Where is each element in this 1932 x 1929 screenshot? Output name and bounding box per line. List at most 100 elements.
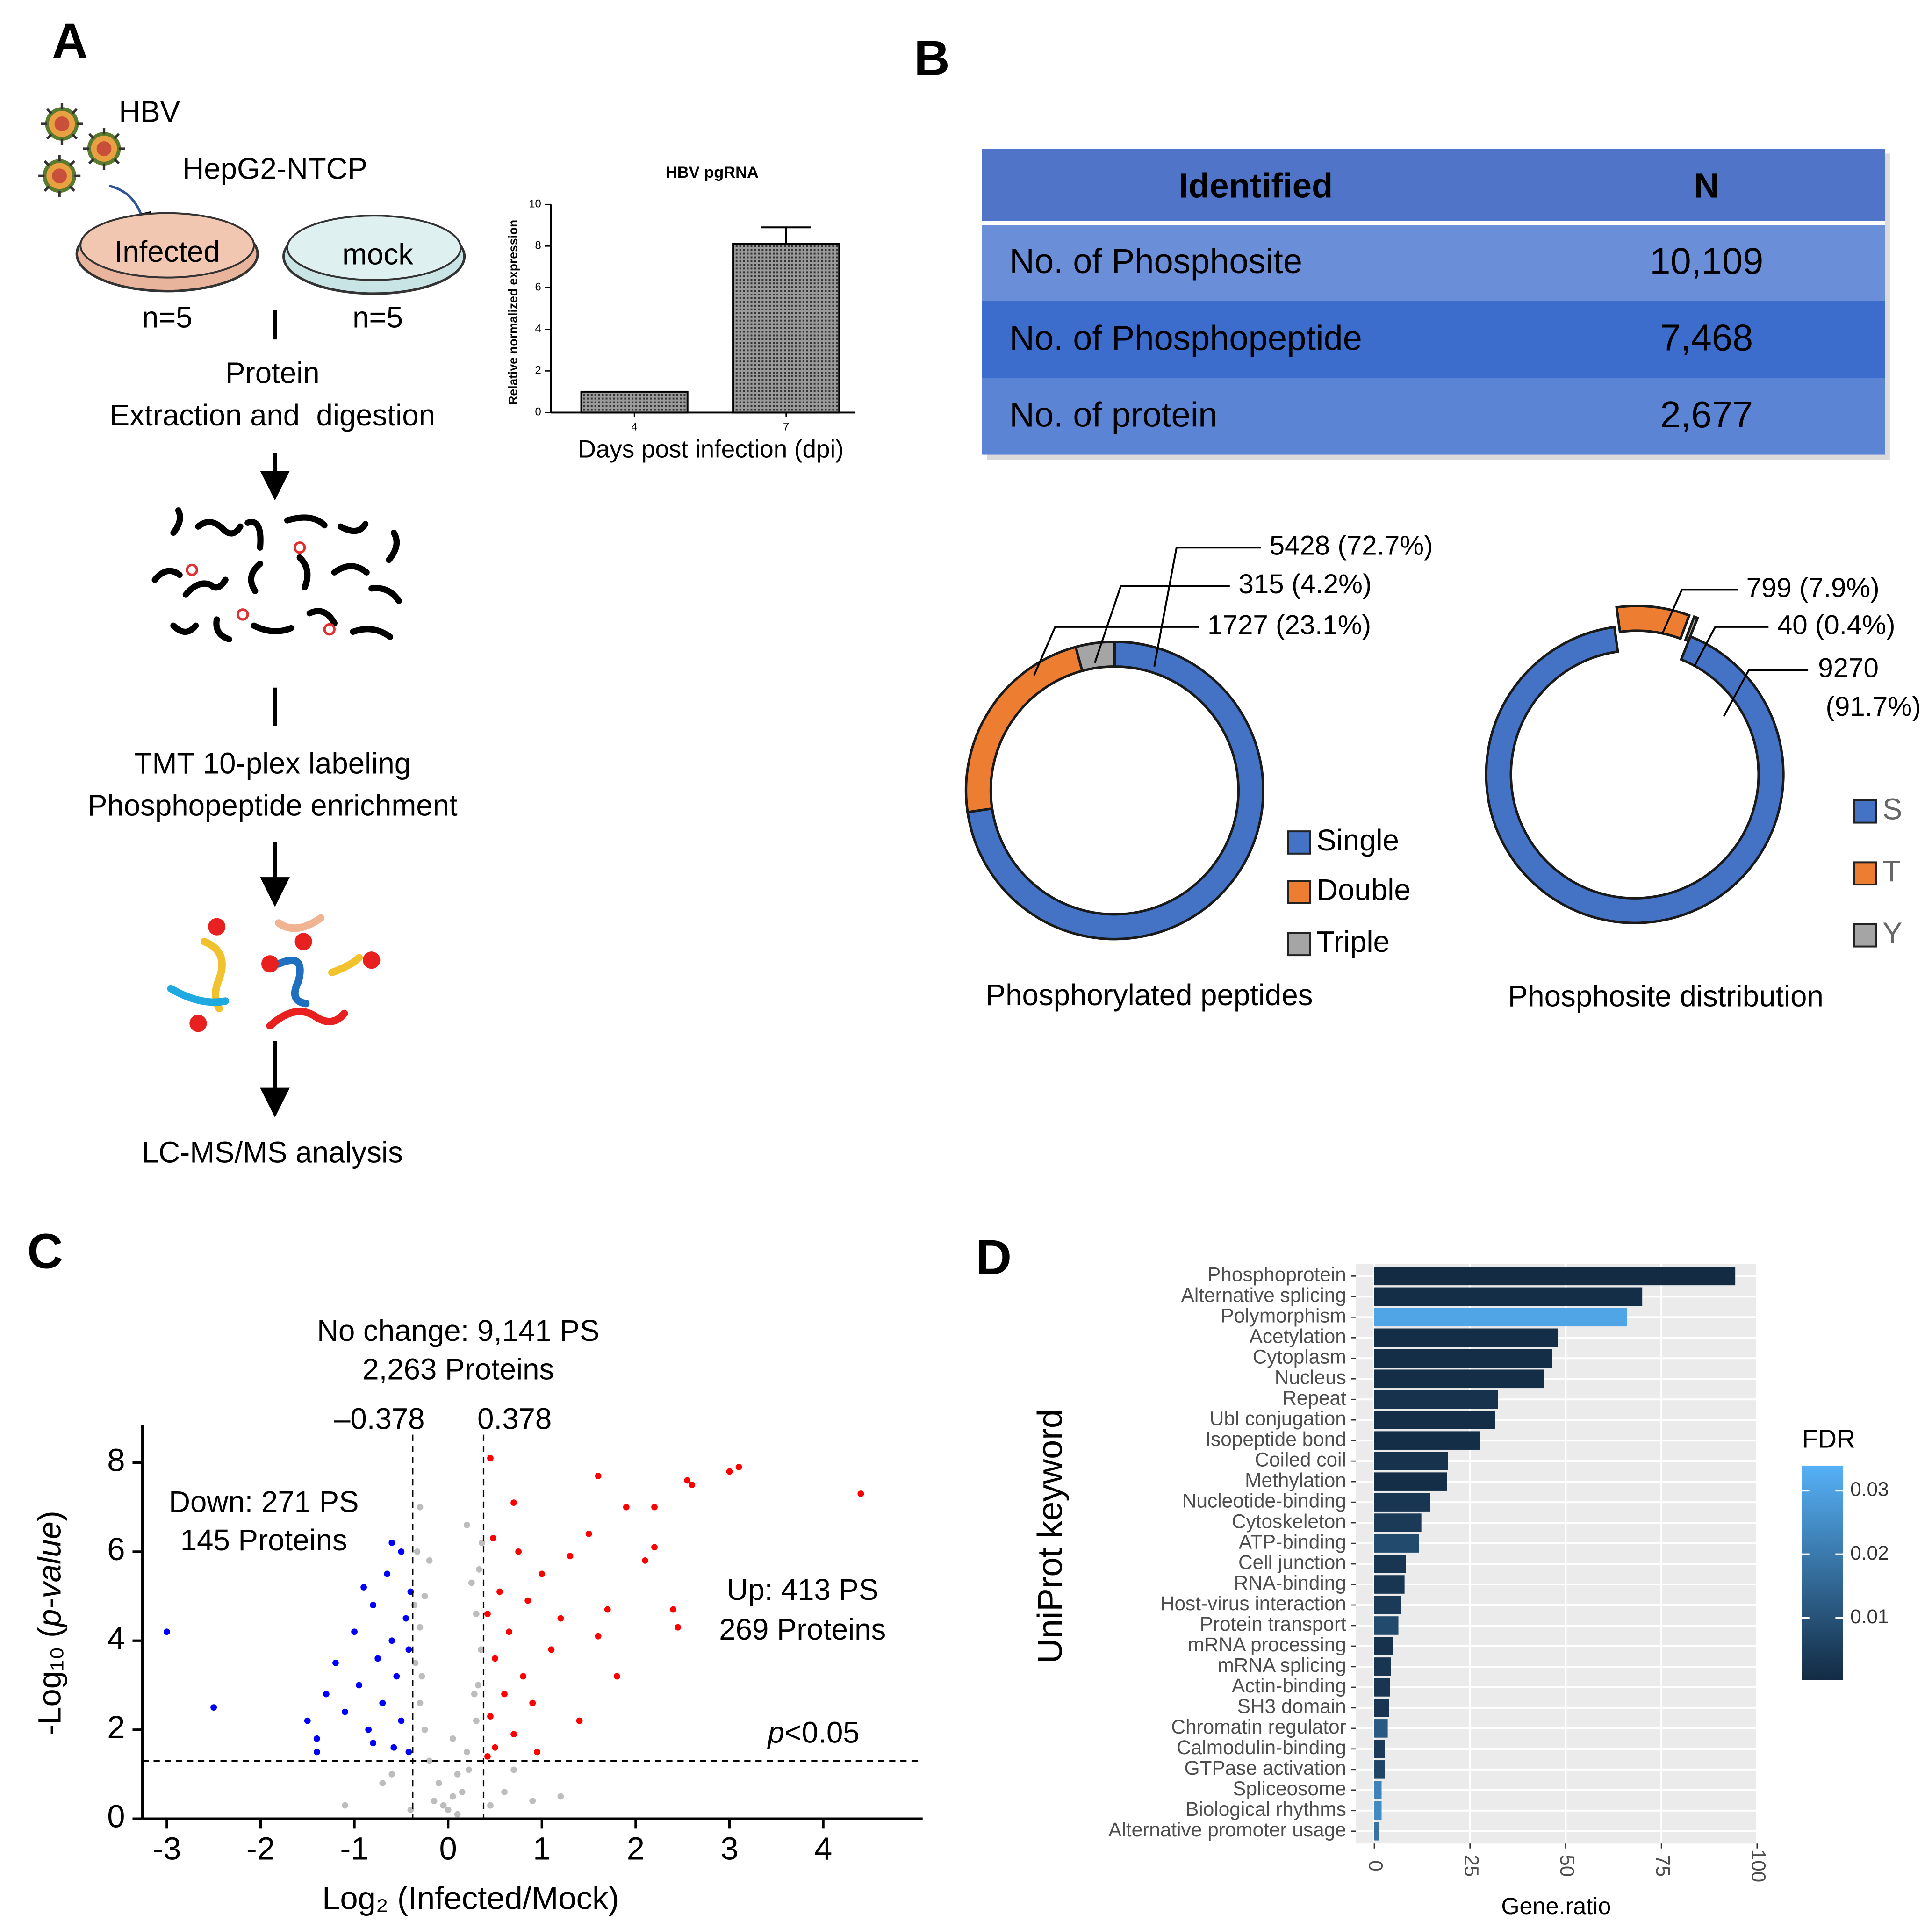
bar — [1374, 1678, 1390, 1697]
annotation: 2,263 Proteins — [362, 1353, 554, 1386]
step-label: Extraction and digestion — [110, 399, 435, 432]
point — [642, 1557, 648, 1564]
x-tick-label: 50 — [1556, 1855, 1578, 1877]
bar — [1374, 1452, 1448, 1470]
n-label: n=5 — [352, 301, 403, 334]
point — [651, 1544, 658, 1551]
workflow-diagram: HBV HepG2-NTCP Infected mock n=5 n=5 Pro… — [38, 95, 466, 1169]
point — [557, 1615, 564, 1622]
point — [398, 1548, 405, 1555]
point — [323, 1691, 330, 1698]
dish-label: Infected — [115, 235, 220, 268]
point — [487, 1713, 494, 1720]
value-label: 9270 (91.7%) — [1818, 653, 1921, 722]
table-header: N — [1694, 166, 1719, 205]
legend-swatch — [1287, 830, 1312, 855]
point — [534, 1749, 541, 1756]
x-tick-label: 4 — [632, 421, 638, 433]
point — [475, 1566, 482, 1573]
y-tick-label: RNA-binding — [1234, 1572, 1346, 1594]
point — [360, 1584, 367, 1591]
bar — [1374, 1596, 1401, 1614]
legend-label: Single — [1316, 824, 1399, 857]
y-tick-label: Nucleus — [1275, 1366, 1346, 1388]
bar — [1374, 1411, 1495, 1429]
bar — [1374, 1781, 1382, 1799]
x-tick-label: 4 — [814, 1830, 832, 1866]
y-tick-label: Biological rhythms — [1185, 1798, 1346, 1820]
point — [735, 1464, 742, 1470]
point — [490, 1535, 496, 1542]
y-tick-label: 10 — [529, 198, 541, 210]
point — [421, 1726, 428, 1733]
threshold-label: p<0.05 — [767, 1716, 860, 1749]
point — [313, 1749, 320, 1756]
colorbar-tick-label: 0.02 — [1850, 1542, 1889, 1564]
y-tick-label: 2 — [107, 1709, 125, 1745]
table-cell: No. of Phosphosite — [1009, 242, 1302, 281]
donut-slice — [1074, 641, 1116, 673]
y-tick-label: Calmodulin-binding — [1177, 1736, 1346, 1758]
donut-slice — [1485, 626, 1785, 924]
value-label: 5428 (72.7%) — [1270, 531, 1433, 561]
step-label: TMT 10-plex labeling — [134, 747, 411, 780]
bar — [1374, 1637, 1393, 1655]
annotation: 269 Proteins — [719, 1613, 886, 1646]
bar — [1374, 1287, 1643, 1306]
virus-label: HBV — [119, 95, 180, 129]
point — [623, 1504, 630, 1511]
x-tick-label: 3 — [720, 1830, 738, 1866]
point — [484, 1753, 491, 1760]
point — [477, 1646, 484, 1653]
y-tick-label: Host-virus interaction — [1160, 1592, 1346, 1614]
point — [449, 1735, 456, 1742]
y-tick-label: mRNA processing — [1188, 1634, 1346, 1655]
point — [393, 1673, 400, 1680]
x-axis-label: Days post infection (dpi) — [578, 436, 844, 463]
point — [421, 1593, 428, 1599]
point — [163, 1628, 170, 1635]
x-tick-label: 7 — [783, 421, 789, 433]
legend-label: Triple — [1316, 925, 1390, 958]
point — [548, 1646, 555, 1653]
threshold-label: 0.378 — [477, 1402, 552, 1435]
donut-slice — [1615, 605, 1691, 641]
point — [405, 1749, 412, 1756]
annotation: Up: 413 PS — [726, 1573, 878, 1606]
point — [342, 1802, 348, 1809]
value-label: 1727 (23.1%) — [1207, 610, 1371, 640]
legend-swatch — [1853, 923, 1877, 948]
step-label: LC-MS/MS analysis — [142, 1136, 403, 1169]
point — [454, 1811, 461, 1818]
legend-label: T — [1882, 855, 1901, 888]
x-tick-label: 1 — [533, 1830, 551, 1866]
bar — [1374, 1493, 1430, 1512]
point — [515, 1548, 522, 1555]
y-tick-label: Repeat — [1282, 1387, 1346, 1409]
point — [374, 1655, 381, 1662]
leader-line — [1094, 585, 1230, 663]
point — [474, 1682, 481, 1689]
point — [468, 1579, 475, 1586]
point — [370, 1602, 377, 1608]
point — [670, 1606, 677, 1613]
point — [576, 1717, 583, 1724]
leader-line — [1723, 669, 1809, 717]
table-cell: 2,677 — [1660, 394, 1753, 435]
colorbar — [1802, 1465, 1843, 1680]
point — [689, 1482, 696, 1488]
step-label: Phosphopeptide enrichment — [87, 789, 458, 822]
value-label: 40 (0.4%) — [1777, 610, 1896, 640]
y-tick-label: Chromatin regulator — [1171, 1716, 1346, 1738]
table-cell: 7,468 — [1660, 317, 1753, 359]
point — [539, 1570, 546, 1577]
x-tick-label: 0 — [1365, 1860, 1387, 1871]
y-axis-label: UniProt keyword — [1031, 1409, 1070, 1663]
point — [492, 1655, 498, 1662]
point — [675, 1624, 682, 1631]
point — [384, 1570, 391, 1577]
point — [351, 1628, 358, 1635]
y-tick-label: Methylation — [1245, 1469, 1346, 1491]
point — [651, 1504, 658, 1511]
